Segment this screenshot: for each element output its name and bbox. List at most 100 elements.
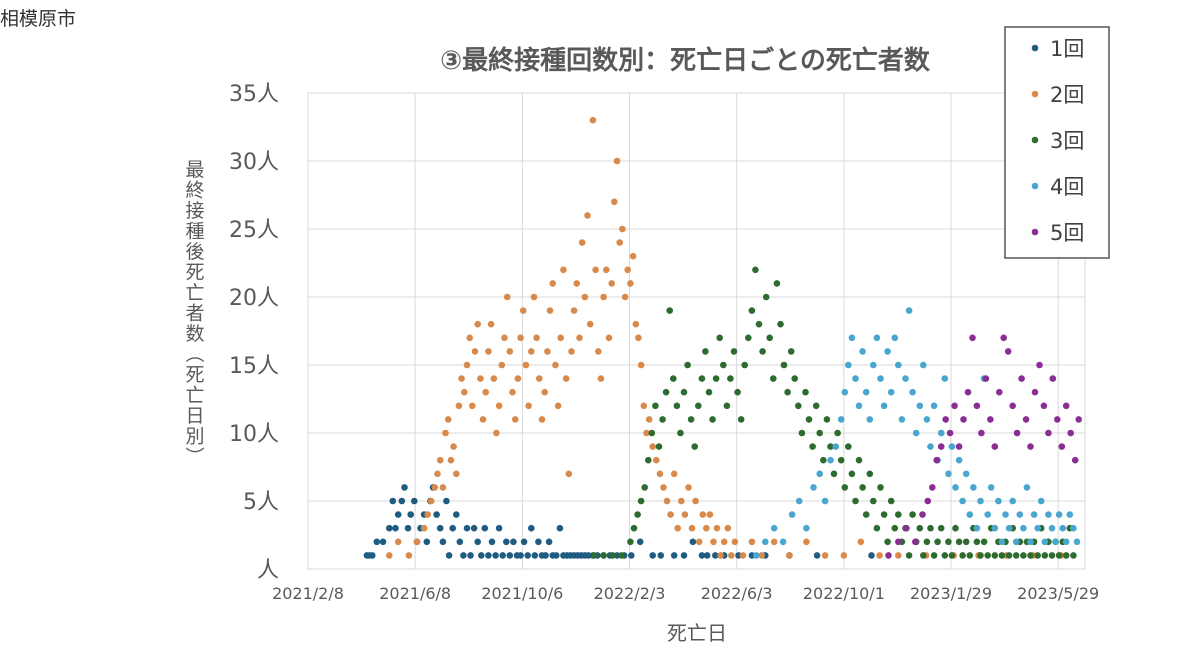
- data-point: [898, 416, 906, 423]
- data-point: [680, 552, 688, 559]
- data-point: [1030, 511, 1038, 518]
- data-point: [755, 320, 763, 328]
- data-point: [1070, 552, 1077, 559]
- plot-area: [307, 92, 1086, 570]
- data-point: [659, 416, 666, 423]
- data-point: [884, 348, 891, 355]
- data-point: [737, 416, 745, 423]
- data-point: [902, 375, 909, 382]
- data-point: [538, 416, 546, 423]
- data-point: [973, 402, 981, 410]
- data-point: [862, 388, 870, 396]
- data-point: [855, 402, 863, 410]
- data-point: [946, 429, 954, 437]
- data-point: [609, 552, 616, 559]
- data-point: [834, 429, 841, 437]
- data-point: [952, 484, 959, 491]
- data-point: [945, 538, 952, 546]
- data-point: [460, 552, 467, 559]
- y-axis-label-char: 別: [185, 426, 204, 448]
- data-point: [916, 524, 924, 532]
- data-point: [635, 334, 642, 342]
- data-point: [531, 552, 539, 559]
- data-point: [524, 552, 531, 559]
- data-point: [1005, 552, 1013, 559]
- data-point: [546, 307, 554, 314]
- data-point: [517, 334, 524, 342]
- y-tick-label: 15人: [229, 354, 279, 379]
- data-point: [780, 361, 788, 369]
- data-point: [788, 511, 796, 518]
- data-point: [895, 361, 902, 369]
- data-point: [884, 538, 891, 546]
- data-point: [784, 388, 791, 396]
- data-point: [553, 552, 560, 559]
- data-point: [699, 511, 707, 518]
- data-point: [758, 552, 765, 559]
- data-point: [712, 375, 720, 382]
- data-point: [720, 538, 728, 546]
- data-point: [745, 334, 752, 342]
- x-tick-label: 2023/5/29: [1017, 584, 1099, 603]
- data-point: [636, 538, 644, 546]
- series-5: [885, 334, 1082, 559]
- data-point: [841, 484, 849, 491]
- data-point: [903, 524, 910, 532]
- data-point: [970, 484, 977, 491]
- data-point: [369, 552, 376, 559]
- data-point: [923, 538, 931, 546]
- legend-marker: [1031, 182, 1039, 190]
- data-point: [405, 552, 413, 559]
- data-point: [477, 375, 484, 382]
- y-axis-label-char: 種: [185, 221, 204, 243]
- x-tick-label: 2022/2/3: [594, 584, 666, 603]
- data-point: [1055, 511, 1063, 518]
- data-point: [845, 443, 852, 450]
- data-point: [1002, 511, 1009, 518]
- data-point: [984, 511, 991, 518]
- data-point: [773, 280, 781, 287]
- data-point: [485, 552, 492, 559]
- data-point: [705, 388, 713, 396]
- data-point: [1034, 552, 1041, 559]
- data-point: [951, 402, 958, 410]
- data-point: [616, 239, 623, 246]
- data-point: [969, 334, 976, 342]
- data-point: [392, 524, 399, 532]
- data-point: [1045, 511, 1052, 518]
- data-point: [439, 484, 447, 491]
- data-point: [723, 402, 731, 410]
- data-point: [991, 524, 999, 532]
- data-point: [688, 524, 696, 532]
- data-point: [485, 348, 492, 355]
- data-point: [759, 348, 766, 355]
- data-point: [619, 225, 626, 233]
- data-point: [528, 348, 535, 355]
- data-point: [727, 375, 734, 382]
- data-point: [677, 429, 684, 437]
- data-point: [1009, 497, 1016, 505]
- data-point: [895, 511, 902, 518]
- data-point: [937, 524, 945, 532]
- data-point: [923, 416, 931, 423]
- y-axis-label-char: 後: [185, 241, 204, 263]
- x-tick-label: 2022/6/3: [701, 584, 773, 603]
- data-point: [554, 402, 562, 410]
- data-point: [1004, 348, 1012, 355]
- x-tick-label: 2021/6/8: [379, 584, 451, 603]
- data-point: [407, 511, 415, 518]
- data-point: [909, 511, 916, 518]
- data-point: [562, 375, 570, 382]
- data-point: [777, 320, 784, 328]
- data-point: [1012, 538, 1020, 546]
- data-point: [618, 552, 625, 559]
- data-point: [977, 552, 984, 559]
- data-point: [762, 293, 770, 301]
- data-point: [987, 484, 995, 491]
- data-point: [877, 375, 884, 382]
- data-point: [581, 293, 589, 301]
- data-point: [973, 524, 981, 532]
- data-point: [1048, 524, 1056, 532]
